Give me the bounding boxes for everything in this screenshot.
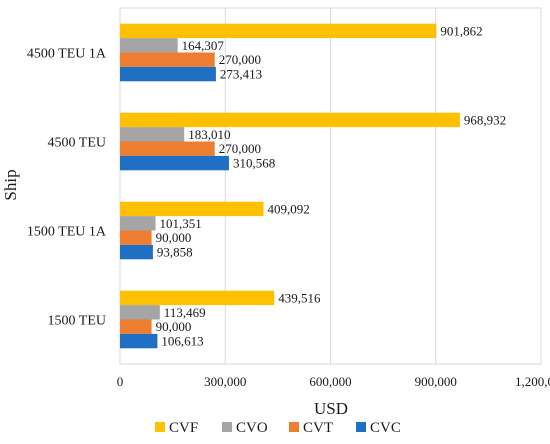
category-labels: 4500 TEU 1A 4500 TEU 1500 TEU 1A 1500 TEU [27, 47, 107, 329]
data-label: 164,307 [182, 38, 225, 53]
legend-label: CVO [236, 420, 268, 436]
legend-swatch-cvo [222, 422, 232, 432]
data-label: 273,413 [220, 67, 262, 82]
bar-cvo [120, 38, 178, 53]
data-label: 93,858 [157, 245, 193, 260]
data-label: 90,000 [156, 319, 192, 334]
bar-cvc [120, 66, 216, 82]
plot-border [119, 7, 542, 365]
category-label: 1500 TEU [48, 314, 106, 329]
bar-cvc [120, 244, 153, 260]
x-axis-title: USD [314, 399, 348, 418]
legend-label: CVF [169, 420, 198, 436]
data-label: 183,010 [188, 127, 230, 142]
bar-cvf [120, 112, 460, 128]
bar-group [120, 23, 460, 349]
y-axis-title: Ship [1, 169, 20, 200]
bar-cvf [120, 290, 275, 306]
bar-cvf [120, 23, 437, 39]
legend-swatch-cvf [155, 422, 165, 432]
data-label: 113,469 [164, 305, 206, 320]
data-label: 270,000 [219, 141, 261, 156]
x-tick-label: 600,000 [309, 374, 351, 389]
legend-swatch-cvt [289, 422, 299, 432]
bar-cvc [120, 333, 158, 349]
category-label: 4500 TEU 1A [27, 47, 107, 62]
bar-cvc [120, 155, 229, 171]
bar-cvo [120, 305, 160, 320]
x-tick-label: 300,000 [204, 374, 246, 389]
data-label: 409,092 [268, 201, 310, 216]
x-tick-label: 1,200,000 [515, 374, 550, 389]
bar-cvt [120, 230, 152, 245]
x-tick-label: 0 [117, 374, 124, 389]
category-label: 1500 TEU 1A [27, 225, 107, 240]
data-label: 101,351 [160, 216, 202, 231]
data-label: 90,000 [156, 230, 192, 245]
legend-label: CVT [303, 420, 333, 436]
x-tick-labels: 0 300,000 600,000 900,000 1,200,000 [117, 374, 550, 389]
gridlines [119, 7, 542, 365]
data-label: 106,613 [161, 334, 203, 349]
data-labels: 901,862164,307270,000273,413968,932183,0… [156, 23, 507, 348]
data-label: 310,568 [233, 156, 275, 171]
legend-swatch-cvc [356, 422, 366, 432]
bar-cvo [120, 127, 185, 142]
bar-cvt [120, 319, 152, 334]
data-label: 270,000 [219, 52, 261, 67]
bar-cvo [120, 216, 156, 231]
x-tick-label: 900,000 [415, 374, 457, 389]
legend-label: CVC [370, 420, 401, 436]
data-label: 968,932 [464, 112, 506, 127]
category-label: 4500 TEU [48, 136, 106, 151]
bar-cvf [120, 201, 264, 217]
data-label: 901,862 [440, 23, 482, 38]
legend: CVF CVO CVT CVC [155, 420, 401, 436]
bar-cvt [120, 141, 215, 156]
data-label: 439,516 [278, 290, 321, 305]
bar-cvt [120, 52, 215, 67]
